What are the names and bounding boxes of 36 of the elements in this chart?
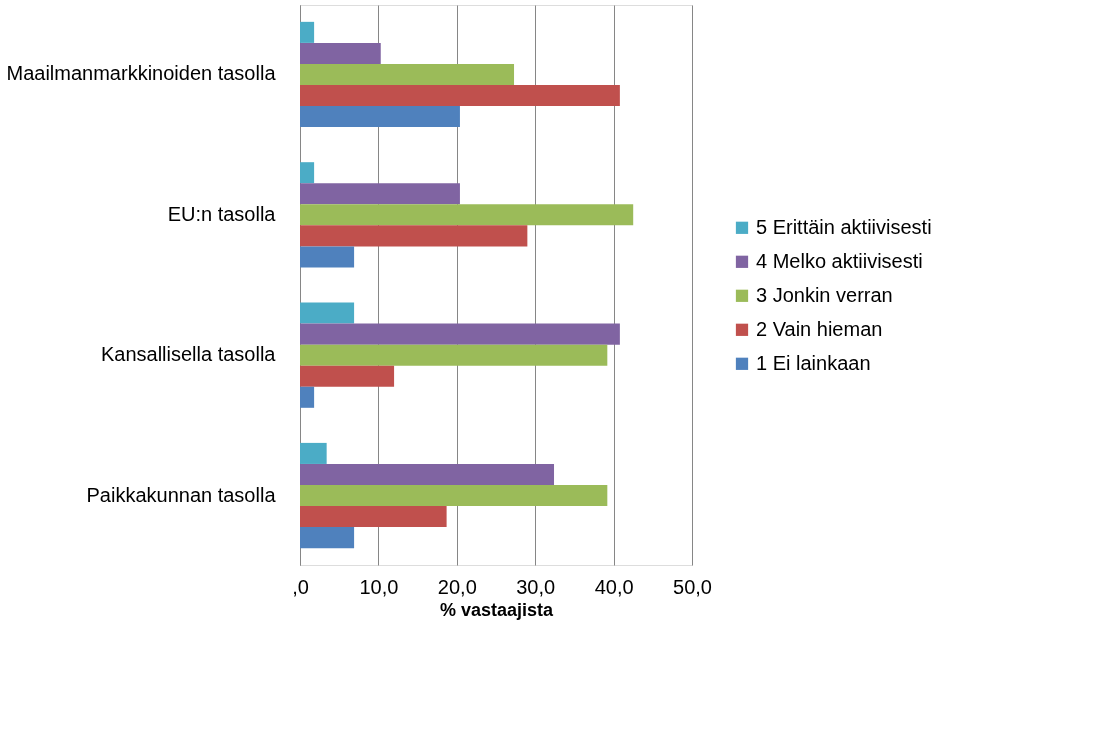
x-axis-title: % vastaajista [439,599,555,620]
bar [300,463,555,485]
x-tick-label: 20,0 [437,575,477,598]
legend-label: 1 Ei lainkaan [756,351,871,374]
x-tick-label: ,0 [292,575,309,598]
y-tick-label: Paikkakunnan tasolla [86,483,277,506]
y-tick-label: Kansallisella tasolla [100,343,277,366]
x-tick-label: 10,0 [359,575,399,598]
bar [300,506,447,528]
bar [300,527,355,549]
legend-label: 2 Vain hieman [756,317,883,340]
bar [300,42,381,64]
x-tick-label: 40,0 [594,575,634,598]
bar [300,323,620,345]
bar [300,85,620,107]
legend-label: 5 Erittäin aktiivisesti [756,215,932,238]
bar [300,485,608,507]
bar [300,106,460,128]
bar [300,183,460,205]
bar [300,21,315,43]
bar [300,246,355,268]
bar [300,63,515,85]
bar [300,204,634,226]
x-tick-label: 50,0 [673,575,712,598]
bar [300,302,355,324]
bar [300,225,528,247]
y-tick-label: Maailmanmarkkinoiden tasolla [6,62,277,85]
legend-label: 3 Jonkin verran [756,283,893,306]
bar [300,365,395,387]
bar [300,344,608,366]
bar [300,162,315,184]
y-tick-label: EU:n tasolla [167,202,277,225]
bar [300,386,315,408]
bar [300,442,327,464]
x-tick-label: 30,0 [516,575,556,598]
legend-label: 4 Melko aktiivisesti [756,249,923,272]
